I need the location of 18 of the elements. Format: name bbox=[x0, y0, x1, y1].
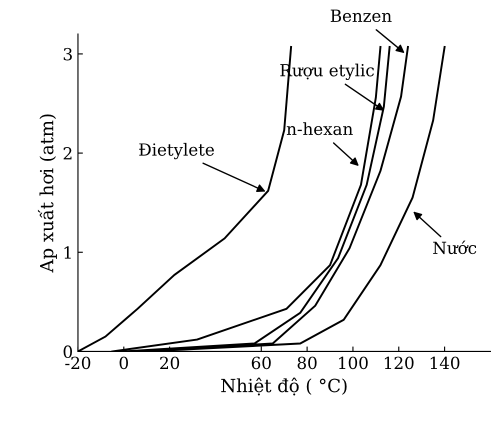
y-tick-label: 3 bbox=[64, 48, 72, 60]
y-axis-title: Ap xuất hơi (atm) bbox=[38, 114, 57, 273]
x-tick-label: 80 bbox=[298, 356, 317, 370]
x-tick-label: 100 bbox=[339, 356, 368, 370]
x-tick-label: 60 bbox=[252, 356, 271, 370]
x-tick-label: 0 bbox=[120, 356, 128, 370]
y-tick-label: 2 bbox=[64, 147, 72, 160]
x-tick-label: 140 bbox=[430, 356, 460, 370]
annotation: Benzen bbox=[330, 10, 392, 22]
y-tick-label: 0 bbox=[64, 345, 72, 358]
x-tick-label: -20 bbox=[65, 356, 90, 370]
y-tick-label: 1 bbox=[64, 246, 71, 259]
annotation: Đietylete bbox=[139, 142, 214, 160]
x-tick-label: 120 bbox=[384, 356, 414, 370]
x-tick-label: 20 bbox=[160, 356, 180, 370]
x-axis-title: Nhiệt độ ( °C) bbox=[221, 378, 347, 396]
annotation: n-hexan bbox=[286, 122, 353, 136]
annotation: Nước bbox=[433, 240, 476, 254]
